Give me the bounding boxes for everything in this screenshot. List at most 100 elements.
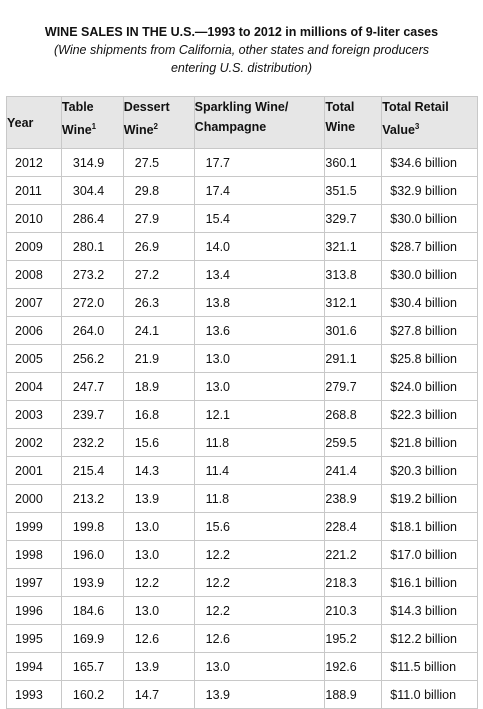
cell-table-wine: 239.7 xyxy=(60,400,124,429)
cell-year: 2008 xyxy=(6,260,62,289)
table-row: 2004 247.7 18.9 13.0 279.7 $24.0 billion xyxy=(6,372,478,401)
cell-total-wine: 228.4 xyxy=(324,512,383,541)
cell-year: 1995 xyxy=(6,624,62,653)
cell-sparkling-wine: 12.2 xyxy=(193,540,326,569)
table-subtitle-line-1: (Wine shipments from California, other s… xyxy=(53,43,430,57)
cell-year: 2006 xyxy=(6,316,62,345)
cell-table-wine: 169.9 xyxy=(60,624,124,653)
cell-year: 2012 xyxy=(6,148,62,177)
column-header-line-2: Wine xyxy=(325,120,356,134)
cell-table-wine: 264.0 xyxy=(60,316,124,345)
cell-table-wine: 199.8 xyxy=(60,512,124,541)
cell-total-wine: 259.5 xyxy=(324,428,383,457)
cell-dessert-wine: 13.0 xyxy=(122,596,195,625)
cell-table-wine: 215.4 xyxy=(60,456,124,485)
cell-sparkling-wine: 13.0 xyxy=(193,372,326,401)
cell-total-retail-value: $16.1 billion xyxy=(381,568,478,597)
column-header-line-2: Wine xyxy=(123,123,154,138)
cell-sparkling-wine: 12.6 xyxy=(193,624,326,653)
cell-year: 2005 xyxy=(6,344,62,373)
column-header-sparkling-wine: Sparkling Wine/Champagne xyxy=(193,96,326,149)
cell-total-retail-value: $17.0 billion xyxy=(381,540,478,569)
table-row: 2003 239.7 16.8 12.1 268.8 $22.3 billion xyxy=(6,400,478,429)
cell-total-retail-value: $20.3 billion xyxy=(381,456,478,485)
column-header-table-wine: Table Wine1 xyxy=(60,96,124,149)
table-row: 2002 232.2 15.6 11.8 259.5 $21.8 billion xyxy=(6,428,478,457)
footnote-marker: 2 xyxy=(153,122,158,131)
cell-table-wine: 273.2 xyxy=(60,260,124,289)
cell-sparkling-wine: 17.4 xyxy=(193,176,326,205)
cell-year: 2003 xyxy=(6,400,62,429)
cell-sparkling-wine: 12.1 xyxy=(193,400,326,429)
cell-table-wine: 280.1 xyxy=(60,232,124,261)
cell-table-wine: 160.2 xyxy=(60,680,124,709)
cell-total-wine: 238.9 xyxy=(324,484,383,513)
table-row: 1996 184.6 13.0 12.2 210.3 $14.3 billion xyxy=(6,596,478,625)
cell-sparkling-wine: 15.6 xyxy=(193,512,326,541)
cell-sparkling-wine: 13.4 xyxy=(193,260,326,289)
cell-total-wine: 329.7 xyxy=(324,204,383,233)
cell-year: 1993 xyxy=(6,680,62,709)
cell-table-wine: 314.9 xyxy=(60,148,124,177)
cell-total-wine: 291.1 xyxy=(324,344,383,373)
column-header-line-1: Total xyxy=(325,100,355,114)
wine-sales-table: Year Table Wine1 Dessert Wine2 Sparkling Wine… xyxy=(6,96,478,709)
table-row: 2008 273.2 27.2 13.4 313.8 $30.0 billion xyxy=(6,260,478,289)
cell-table-wine: 272.0 xyxy=(60,288,124,317)
cell-dessert-wine: 16.8 xyxy=(122,400,195,429)
cell-table-wine: 184.6 xyxy=(60,596,124,625)
table-row: 2012 314.9 27.5 17.7 360.1 $34.6 billion xyxy=(6,148,478,177)
column-header-line-1: Total Retail xyxy=(382,100,449,114)
table-row: 2009 280.1 26.9 14.0 321.1 $28.7 billion xyxy=(6,232,478,261)
cell-total-retail-value: $11.5 billion xyxy=(381,652,478,681)
cell-total-retail-value: $30.4 billion xyxy=(381,288,478,317)
cell-total-wine: 313.8 xyxy=(324,260,383,289)
cell-total-retail-value: $14.3 billion xyxy=(381,596,478,625)
cell-sparkling-wine: 13.0 xyxy=(193,652,326,681)
column-header-line-1: Table xyxy=(61,100,94,114)
cell-table-wine: 256.2 xyxy=(60,344,124,373)
cell-total-retail-value: $19.2 billion xyxy=(381,484,478,513)
title-block: WINE SALES IN THE U.S.—1993 to 2012 in m… xyxy=(0,0,483,75)
cell-sparkling-wine: 13.6 xyxy=(193,316,326,345)
cell-dessert-wine: 14.3 xyxy=(122,456,195,485)
table-row: 2000 213.2 13.9 11.8 238.9 $19.2 billion xyxy=(6,484,478,513)
cell-dessert-wine: 14.7 xyxy=(122,680,195,709)
cell-total-retail-value: $12.2 billion xyxy=(381,624,478,653)
cell-total-wine: 312.1 xyxy=(324,288,383,317)
table-row: 2006 264.0 24.1 13.6 301.6 $27.8 billion xyxy=(6,316,478,345)
table-row: 1995 169.9 12.6 12.6 195.2 $12.2 billion xyxy=(6,624,478,653)
header-row: Year Table Wine1 Dessert Wine2 Sparkling Wine… xyxy=(6,96,478,149)
cell-sparkling-wine: 14.0 xyxy=(193,232,326,261)
footnote-marker: 1 xyxy=(91,122,97,131)
cell-year: 1998 xyxy=(6,540,62,569)
table-row: 2010 286.4 27.9 15.4 329.7 $30.0 billion xyxy=(6,204,478,233)
table-title: WINE SALES IN THE U.S.—1993 to 2012 in m… xyxy=(44,25,439,39)
table-body: 2012 314.9 27.5 17.7 360.1 $34.6 billion 2011 3… xyxy=(6,148,478,709)
table-row: 1998 196.0 13.0 12.2 221.2 $17.0 billion xyxy=(6,540,478,569)
cell-dessert-wine: 13.9 xyxy=(122,484,195,513)
cell-total-wine: 360.1 xyxy=(324,148,383,177)
cell-total-retail-value: $25.8 billion xyxy=(381,344,478,373)
column-header-dessert-wine: Dessert Wine2 xyxy=(122,96,195,149)
cell-sparkling-wine: 11.8 xyxy=(193,484,326,513)
cell-dessert-wine: 24.1 xyxy=(122,316,195,345)
cell-year: 2007 xyxy=(6,288,62,317)
cell-total-retail-value: $32.9 billion xyxy=(381,176,478,205)
cell-dessert-wine: 18.9 xyxy=(122,372,195,401)
cell-year: 1999 xyxy=(6,512,62,541)
cell-total-retail-value: $24.0 billion xyxy=(381,372,478,401)
table-row: 2001 215.4 14.3 11.4 241.4 $20.3 billion xyxy=(6,456,478,485)
column-header-total-wine: Total Wine xyxy=(324,96,383,149)
cell-dessert-wine: 15.6 xyxy=(122,428,195,457)
cell-total-retail-value: $28.7 billion xyxy=(381,232,478,261)
column-header-line-1: Sparkling Wine/ xyxy=(194,100,289,114)
cell-table-wine: 247.7 xyxy=(60,372,124,401)
cell-sparkling-wine: 13.9 xyxy=(193,680,326,709)
cell-total-retail-value: $27.8 billion xyxy=(381,316,478,345)
cell-sparkling-wine: 12.2 xyxy=(193,568,326,597)
cell-total-retail-value: $34.6 billion xyxy=(381,148,478,177)
column-header-line-1: Year xyxy=(7,115,34,130)
cell-total-wine: 188.9 xyxy=(324,680,383,709)
cell-dessert-wine: 12.6 xyxy=(122,624,195,653)
